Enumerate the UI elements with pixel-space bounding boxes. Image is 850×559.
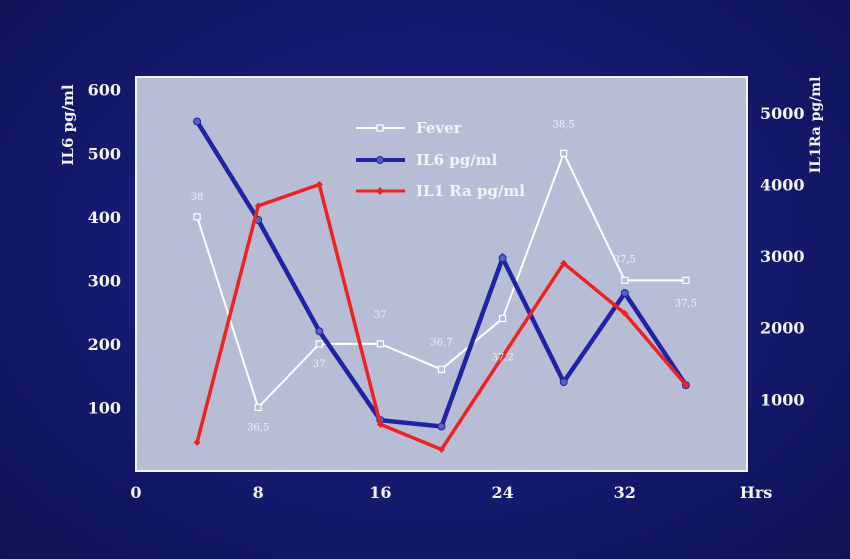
legend: Fever IL6 pg/ml IL1 Ra pg/ml	[356, 119, 525, 200]
fever-data-label: 37,5	[614, 254, 636, 265]
data-point-fever	[682, 276, 690, 284]
y-left-tick-label: 200	[88, 335, 121, 354]
y-right-tick-label: 3000	[760, 247, 805, 266]
x-axis-title: Hrs	[740, 483, 773, 502]
data-point-fever	[254, 403, 262, 412]
x-tick-label: 24	[491, 483, 513, 502]
x-tick-label: 16	[369, 483, 391, 502]
data-point-il6	[498, 254, 507, 263]
fever-data-label: 36,7	[430, 337, 452, 348]
legend-marker-il6	[376, 156, 384, 164]
data-point-il6	[559, 378, 568, 387]
data-point-il1ra	[499, 352, 507, 360]
fever-data-label: 37	[374, 310, 387, 321]
y-left-tick-label: 300	[88, 271, 121, 290]
y-axis-right-title: IL1Ra pg/ml	[808, 77, 824, 174]
legend-item-il1ra: IL1 Ra pg/ml	[356, 182, 525, 200]
legend-label-il6: IL6 pg/ml	[416, 151, 498, 169]
data-point-il1ra	[621, 309, 629, 317]
fever-data-label: 37	[313, 359, 326, 370]
plot-area	[135, 76, 748, 472]
y-axis-left-title: IL6 pg/ml	[59, 84, 77, 166]
y-right-tick-label: 1000	[760, 390, 805, 409]
y-left-tick-label: 600	[88, 81, 121, 100]
fever-data-label: 38,5	[553, 119, 575, 130]
legend-marker-fever	[376, 124, 384, 132]
data-point-il6	[437, 422, 446, 431]
data-point-il6	[315, 327, 324, 336]
x-tick-label: 8	[253, 483, 264, 502]
data-point-il1ra	[560, 259, 568, 267]
x-tick-label: 32	[614, 483, 636, 502]
data-point-il1ra	[376, 420, 384, 428]
data-point-il1ra	[254, 202, 262, 210]
data-point-fever	[437, 365, 446, 373]
fever-data-label: 37,5	[675, 298, 697, 309]
data-point-il1ra	[315, 180, 323, 188]
data-point-fever	[499, 314, 507, 323]
fever-data-label: 37,2	[491, 352, 513, 363]
legend-marker-il1ra	[376, 187, 384, 195]
y-left-tick-label: 400	[88, 208, 121, 227]
x-tick-label: 0	[130, 483, 141, 502]
legend-item-il6: IL6 pg/ml	[356, 151, 498, 169]
data-point-fever	[621, 276, 629, 284]
data-point-il1ra	[438, 446, 445, 454]
y-right-tick-label: 4000	[760, 175, 805, 194]
fever-data-label: 36,5	[247, 422, 269, 433]
data-point-il6	[193, 117, 202, 126]
y-left-tick-label: 100	[88, 398, 121, 417]
data-point-fever	[193, 213, 201, 221]
data-point-il1ra	[193, 438, 201, 446]
legend-label-il1ra: IL1 Ra pg/ml	[416, 182, 525, 200]
data-point-fever	[560, 149, 568, 157]
y-right-tick-label: 2000	[760, 319, 805, 338]
data-point-fever	[376, 340, 384, 348]
legend-item-fever: Fever	[356, 119, 463, 137]
y-right-tick-label: 5000	[760, 104, 805, 123]
legend-label-fever: Fever	[416, 119, 463, 137]
fever-data-label: 38	[191, 192, 204, 203]
data-point-il6	[620, 289, 629, 298]
y-left-tick-label: 500	[88, 144, 121, 163]
data-point-fever	[315, 340, 323, 348]
data-point-il1ra	[682, 381, 690, 389]
